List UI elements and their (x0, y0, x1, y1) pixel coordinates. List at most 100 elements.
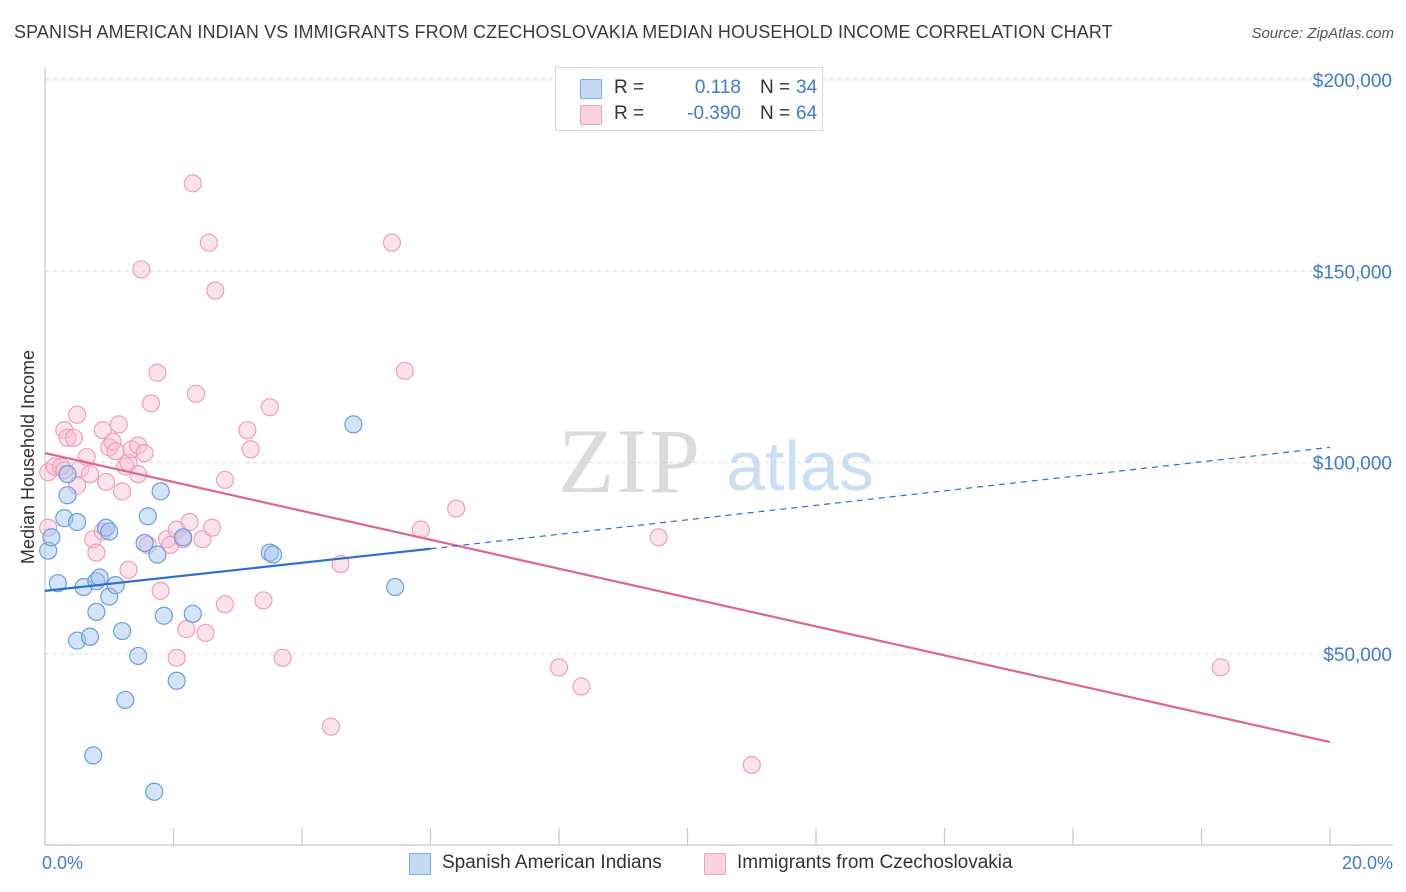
data-point (64, 428, 84, 447)
legend-n-value: 64 (796, 103, 818, 124)
data-point (572, 677, 591, 696)
y-tick-label: $100,000 (1313, 454, 1392, 475)
data-point (241, 440, 260, 459)
data-point (386, 577, 405, 597)
legend-n-label: N = (760, 77, 791, 98)
data-point (183, 604, 202, 623)
data-point (180, 512, 199, 532)
data-point (167, 671, 186, 690)
source-label: Source: ZipAtlas.com (1251, 25, 1394, 42)
trend-line-czechoslovakia (44, 452, 1331, 744)
series-spanish-american-indians-points (39, 415, 405, 801)
data-point (48, 574, 67, 593)
trend-line-extension (430, 446, 1331, 550)
data-point (263, 545, 283, 564)
data-point (151, 482, 170, 501)
data-point (87, 602, 106, 622)
y-tick-label: $200,000 (1313, 71, 1392, 92)
data-point (154, 606, 173, 625)
legend-r-value: -0.390 (687, 103, 741, 124)
data-point (238, 421, 257, 440)
correlation-legend: R = 0.118 N = 34 R = -0.390 N = 64 (555, 67, 823, 131)
series-czechoslovakia-points (39, 174, 1230, 775)
data-point (141, 394, 161, 413)
data-point (129, 646, 148, 666)
data-point (273, 648, 292, 667)
watermark-atlas: atlas (726, 427, 874, 505)
data-point (742, 755, 761, 775)
data-point (167, 648, 186, 667)
legend-r-label: R = (614, 77, 645, 98)
data-point (109, 415, 128, 434)
legend-swatch-pink (580, 105, 602, 125)
x-tick-label: 20.0% (1342, 853, 1393, 873)
data-point (260, 398, 279, 417)
legend-r-label: R = (614, 103, 645, 124)
trend-lines (44, 446, 1331, 744)
data-point (1211, 658, 1230, 677)
grid-lines (45, 77, 1393, 655)
data-point (344, 415, 363, 434)
data-point (395, 361, 414, 380)
data-point (68, 512, 87, 532)
data-point (138, 535, 157, 555)
data-point (84, 530, 103, 549)
data-point (186, 384, 206, 403)
legend-label: Immigrants from Czechoslovakia (737, 852, 1013, 873)
data-point (138, 507, 157, 526)
data-point (148, 545, 167, 564)
data-point (321, 717, 341, 736)
data-point (112, 482, 132, 501)
data-point (148, 363, 167, 382)
watermark-zip: ZIP (558, 410, 702, 512)
legend-swatch-pink (704, 853, 726, 875)
data-point (119, 560, 138, 579)
data-point (196, 623, 215, 643)
legend-n-label: N = (760, 103, 791, 124)
data-point (135, 533, 154, 553)
data-point (58, 486, 77, 505)
data-point (103, 432, 122, 451)
legend-label: Spanish American Indians (442, 852, 662, 873)
data-point (84, 746, 103, 765)
data-point (39, 518, 58, 537)
data-point (649, 528, 668, 547)
data-point (254, 591, 273, 610)
data-point (447, 499, 466, 518)
data-point (382, 233, 402, 252)
data-point (58, 465, 77, 484)
data-point (116, 690, 135, 710)
legend-swatch-blue (580, 79, 602, 99)
y-tick-label: $150,000 (1313, 262, 1392, 283)
data-point (106, 576, 125, 595)
data-point (42, 528, 61, 547)
data-point (106, 442, 125, 461)
legend-r-value: 0.118 (694, 77, 741, 98)
data-point (202, 518, 222, 537)
data-point (215, 470, 234, 489)
data-point (174, 528, 193, 547)
data-point (80, 627, 100, 646)
data-point (135, 444, 154, 463)
data-point (215, 595, 234, 614)
data-point (151, 581, 170, 600)
data-point (87, 543, 106, 562)
data-point (199, 233, 218, 252)
y-axis-label: Median Household Income (18, 350, 38, 564)
data-point (100, 587, 119, 606)
data-point (112, 621, 132, 641)
legend-swatch-blue (409, 853, 431, 875)
data-point (80, 465, 100, 484)
tick-labels: $50,000 $100,000 $150,000 $200,000 0.0% 20.0% (42, 71, 1393, 873)
data-point (39, 541, 58, 560)
axes (44, 68, 1393, 846)
data-point (68, 405, 87, 424)
data-point (157, 530, 177, 549)
y-tick-label: $50,000 (1323, 645, 1392, 666)
data-point (549, 658, 569, 677)
data-point (177, 620, 196, 639)
legend-n-value: 34 (796, 77, 818, 98)
chart-title: SPANISH AMERICAN INDIAN VS IMMIGRANTS FR… (14, 22, 1113, 42)
data-point (132, 260, 151, 279)
